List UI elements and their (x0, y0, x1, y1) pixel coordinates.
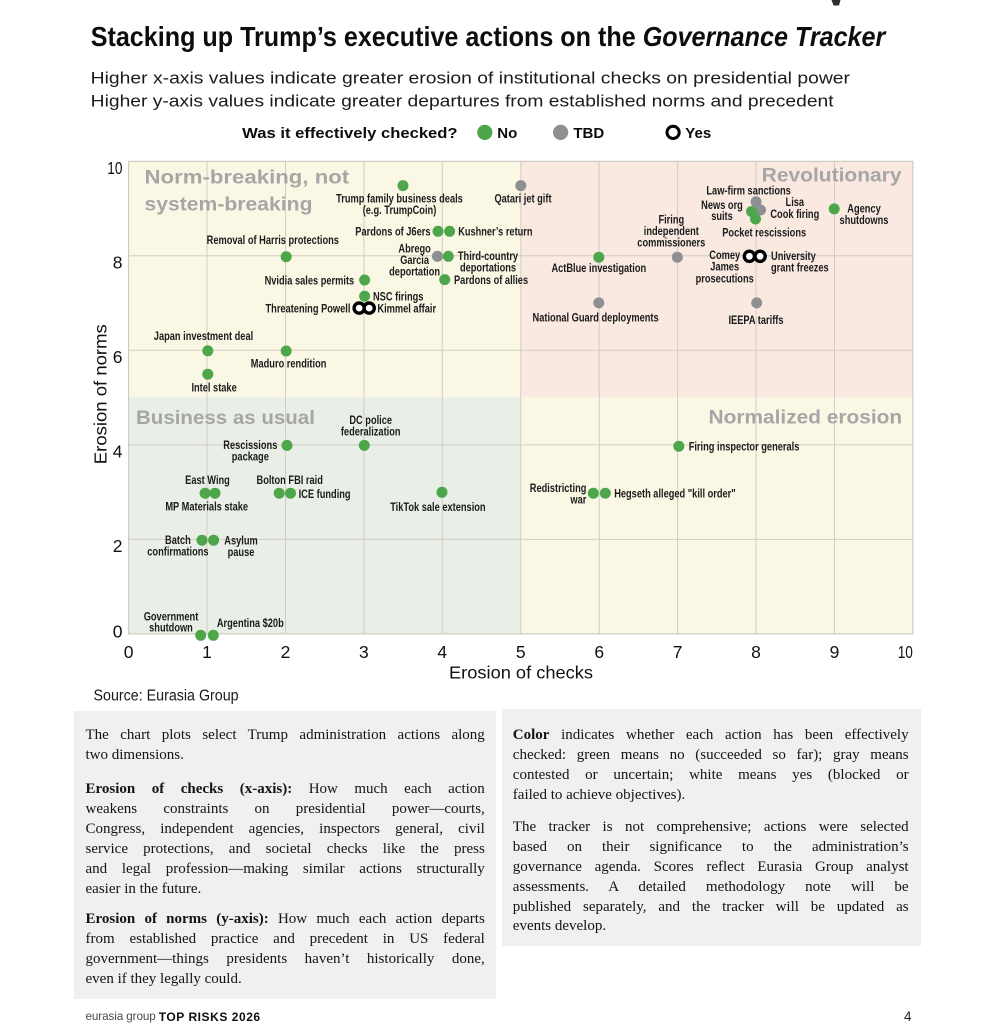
svg-text:3: 3 (359, 642, 369, 662)
svg-text:0: 0 (124, 642, 134, 662)
svg-text:National Guard deployments: National Guard deployments (533, 311, 659, 325)
svg-text:2: 2 (281, 642, 291, 662)
svg-text:commissioners: commissioners (637, 236, 705, 250)
svg-text:Pardons of J6ers: Pardons of J6ers (355, 225, 430, 239)
svg-text:NSC firings: NSC firings (373, 289, 424, 303)
svg-text:Governance Tracker: Governance Tracker (643, 21, 887, 52)
svg-text:Normalized erosion: Normalized erosion (709, 407, 903, 429)
svg-text:ActBlue investigation: ActBlue investigation (551, 261, 646, 275)
svg-text:Argentina $20b: Argentina $20b (217, 616, 284, 630)
svg-text:East Wing: East Wing (185, 473, 230, 487)
svg-text:IEEPA tariffs: IEEPA tariffs (728, 313, 783, 327)
svg-text:TikTok sale extension: TikTok sale extension (390, 500, 485, 514)
svg-text:shutdowns: shutdowns (840, 213, 889, 227)
svg-text:Yes: Yes (685, 125, 711, 142)
svg-text:Asylum: Asylum (224, 534, 258, 548)
svg-text:grant freezes: grant freezes (771, 261, 829, 275)
svg-text:Stacking up Trump’s executive: Stacking up Trump’s executive actions on… (91, 21, 636, 52)
svg-text:shutdown: shutdown (149, 620, 193, 634)
svg-text:0: 0 (113, 622, 123, 642)
svg-text:DC police: DC police (349, 413, 392, 427)
svg-text:Erosion of checks: Erosion of checks (449, 662, 593, 682)
svg-text:6: 6 (594, 642, 604, 662)
svg-text:Comey: Comey (709, 248, 740, 262)
svg-text:Kimmel affair: Kimmel affair (377, 301, 436, 315)
svg-text:Revolutionary: Revolutionary (762, 165, 902, 187)
svg-text:suits: suits (711, 209, 733, 223)
svg-text:Batch: Batch (165, 533, 191, 547)
svg-text:deportations: deportations (460, 261, 516, 275)
svg-text:Pardons of allies: Pardons of allies (454, 273, 528, 287)
svg-text:Firing inspector generals: Firing inspector generals (689, 440, 800, 454)
svg-text:James: James (710, 260, 739, 274)
svg-text:federalization: federalization (341, 424, 401, 438)
svg-text:Law-firm sanctions: Law-firm sanctions (706, 184, 791, 198)
svg-text:MP Materials stake: MP Materials stake (165, 500, 248, 514)
svg-text:No: No (497, 125, 517, 142)
svg-text:1: 1 (202, 642, 212, 662)
svg-text:7: 7 (673, 642, 683, 662)
svg-text:package: package (232, 450, 269, 464)
svg-text:8: 8 (751, 642, 761, 662)
svg-text:Higher y-axis values indicate: Higher y-axis values indicate greater de… (91, 93, 834, 111)
svg-text:Cook firing: Cook firing (770, 207, 819, 221)
svg-text:Rescissions: Rescissions (223, 438, 277, 452)
svg-text:Hegseth alleged "kill order": Hegseth alleged "kill order" (614, 486, 736, 500)
svg-text:Japan investment deal: Japan investment deal (154, 329, 253, 343)
svg-text:Kushner’s return: Kushner’s return (458, 225, 532, 239)
svg-text:Higher x-axis values indicate: Higher x-axis values indicate greater er… (91, 70, 851, 88)
svg-text:Garcia: Garcia (400, 253, 429, 267)
svg-text:Abrego: Abrego (398, 242, 430, 256)
svg-text:Nvidia sales permits: Nvidia sales permits (265, 273, 355, 287)
svg-text:Firing: Firing (658, 212, 684, 226)
svg-text:8: 8 (113, 253, 123, 273)
svg-text:5: 5 (516, 642, 526, 662)
svg-text:system-breaking: system-breaking (145, 194, 313, 216)
svg-text:(e.g. TrumpCoin): (e.g. TrumpCoin) (363, 203, 437, 217)
svg-text:Lisa: Lisa (786, 195, 805, 209)
svg-text:independent: independent (644, 224, 699, 238)
svg-text:Third-country: Third-country (458, 249, 518, 263)
svg-text:prosecutions: prosecutions (696, 271, 754, 285)
svg-text:Qatari jet gift: Qatari jet gift (494, 192, 551, 206)
svg-text:Maduro rendition: Maduro rendition (251, 357, 327, 371)
svg-text:Bolton FBI raid: Bolton FBI raid (257, 473, 323, 487)
svg-text:deportation: deportation (389, 265, 440, 279)
svg-text:University: University (771, 249, 816, 263)
svg-text:TBD: TBD (573, 125, 604, 142)
svg-text:2: 2 (113, 536, 123, 556)
svg-text:pause: pause (228, 545, 255, 559)
svg-text:10: 10 (898, 642, 913, 662)
svg-text:ICE funding: ICE funding (299, 487, 351, 501)
svg-text:Business as usual: Business as usual (136, 407, 315, 429)
svg-text:Erosion of norms: Erosion of norms (91, 324, 111, 464)
svg-text:6: 6 (113, 347, 123, 367)
svg-text:10: 10 (107, 158, 122, 178)
svg-text:News org: News org (701, 198, 743, 212)
svg-text:Government: Government (144, 609, 199, 623)
svg-text:Redistricting: Redistricting (530, 481, 587, 495)
svg-text:9: 9 (830, 642, 840, 662)
svg-text:Agency: Agency (847, 202, 881, 216)
svg-text:Source: Eurasia Group: Source: Eurasia Group (94, 687, 239, 704)
svg-text:Trump family business deals: Trump family business deals (336, 192, 463, 206)
svg-text:war: war (570, 492, 587, 506)
svg-text:4: 4 (113, 442, 123, 462)
svg-text:Was it effectively checked?: Was it effectively checked? (242, 125, 457, 142)
svg-text:Removal of Harris protections: Removal of Harris protections (207, 233, 340, 247)
svg-text:Threatening Powell: Threatening Powell (266, 301, 351, 315)
svg-text:Intel stake: Intel stake (191, 381, 237, 395)
svg-text:confirmations: confirmations (147, 545, 209, 559)
svg-text:4: 4 (437, 642, 447, 662)
svg-text:Pocket rescissions: Pocket rescissions (722, 226, 806, 240)
svg-text:Norm-breaking, not: Norm-breaking, not (145, 167, 350, 189)
